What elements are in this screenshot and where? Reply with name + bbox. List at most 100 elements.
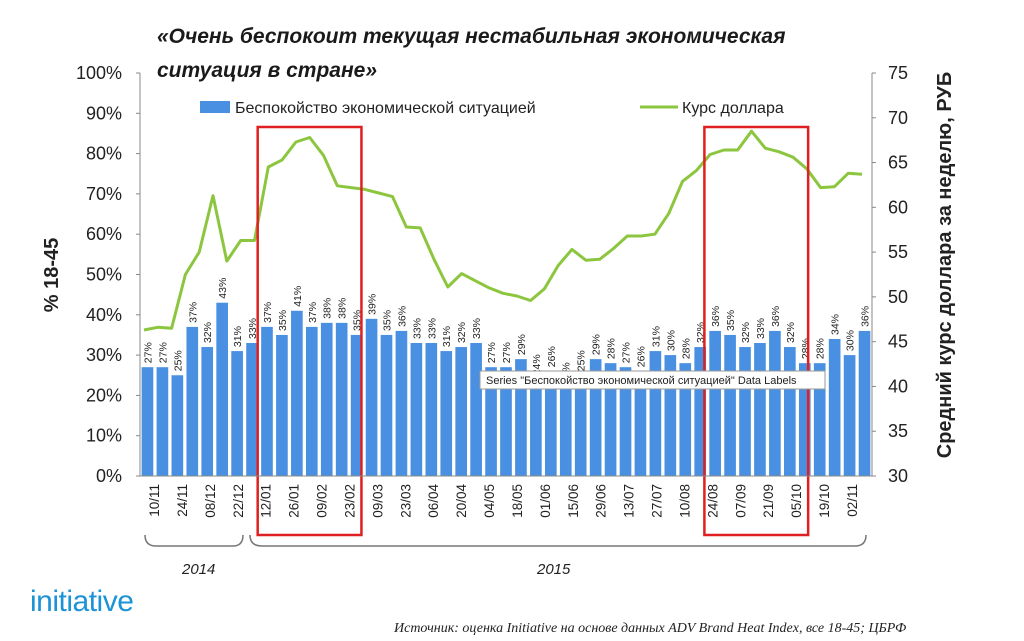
tooltip-text: Series "Беспокойство экономической ситуа…	[486, 375, 797, 387]
year-brace-2015: 2015	[249, 534, 867, 578]
bar-data-label: 38%	[322, 298, 334, 319]
bar-data-labels: 27% 27% 25%37%32%43%31% 33%37% 35%41%37% 38% 3…	[142, 278, 871, 384]
right-tick-label: 50	[888, 287, 908, 307]
bar-data-label: 29%	[591, 334, 603, 355]
legend-bar-swatch	[200, 101, 230, 113]
x-tick-label: 07/09	[733, 484, 748, 518]
bar	[858, 330, 871, 476]
bar	[141, 367, 154, 476]
x-tick-label: 12/01	[259, 484, 274, 518]
x-tick-label: 21/09	[761, 484, 776, 518]
bar-data-label: 36%	[860, 306, 872, 327]
year-label-2015: 2015	[536, 561, 571, 578]
bar-data-label: 25%	[576, 350, 588, 371]
bar-data-label: 35%	[277, 310, 289, 331]
right-tick-label: 30	[888, 466, 908, 486]
left-tick-label: 40%	[86, 305, 122, 325]
bar	[201, 347, 214, 476]
bar-data-label: 32%	[740, 322, 752, 343]
bar	[769, 330, 781, 476]
x-tick-label: 26/01	[287, 484, 302, 518]
bar	[425, 343, 438, 476]
year-label-2014: 2014	[181, 561, 215, 578]
bar	[320, 322, 333, 476]
dollar-rate-line	[143, 129, 863, 332]
x-tick-label: 05/10	[789, 484, 804, 518]
bar	[515, 359, 527, 476]
right-tick-label: 60	[888, 197, 908, 217]
bar	[156, 367, 169, 476]
bar	[574, 375, 587, 476]
bar-data-label: 28%	[606, 338, 618, 359]
bar-data-label: 38%	[337, 298, 349, 319]
left-tick-label: 20%	[86, 385, 122, 405]
bar-data-label: 32%	[202, 322, 214, 343]
right-tick-label: 75	[888, 63, 908, 83]
bar	[186, 326, 199, 476]
left-tick-label: 0%	[96, 466, 122, 486]
bar	[305, 326, 318, 476]
x-tick-label: 10/08	[677, 484, 692, 518]
bar	[246, 343, 258, 476]
bar-data-label: 26%	[635, 346, 647, 367]
x-tick-label: 02/11	[845, 484, 860, 517]
bar	[694, 347, 707, 476]
x-tick-label: 18/05	[510, 484, 525, 518]
bar-data-label: 26%	[546, 346, 558, 367]
bar-data-label: 36%	[396, 306, 408, 327]
x-tick-label: 23/03	[398, 484, 413, 518]
bar	[709, 330, 721, 476]
x-tick-label: 24/11	[175, 484, 190, 517]
bar	[171, 375, 184, 476]
bar-data-label: 37%	[262, 302, 274, 323]
x-tick-label: 20/04	[454, 484, 469, 518]
bar-data-label: 25%	[172, 350, 184, 371]
highlight-box	[256, 125, 363, 537]
bar-data-label: 39%	[367, 294, 379, 315]
bar	[440, 351, 453, 476]
left-tick-label: 100%	[76, 63, 122, 83]
bar	[365, 318, 378, 476]
bar-data-label: 30%	[845, 330, 857, 351]
left-tick-label: 80%	[86, 144, 122, 164]
x-tick-label: 08/12	[203, 484, 218, 518]
right-tick-label: 35	[888, 421, 908, 441]
x-tick-label: 09/02	[315, 484, 330, 518]
data-labels-tooltip: Series "Беспокойство экономической ситуа…	[479, 370, 826, 390]
bar-data-label: 43%	[217, 278, 229, 299]
bar	[724, 334, 736, 476]
x-tick-label: 06/04	[426, 484, 441, 518]
bar-data-label: 27%	[486, 342, 498, 363]
highlight-boxes	[256, 125, 810, 537]
bar-data-label: 31%	[650, 326, 662, 347]
source-note: Источник: оценка Initiative на основе да…	[393, 621, 906, 636]
legend-line-label: Курс доллара	[682, 100, 784, 117]
left-axis-ticks: 0% 10% 20% 30% 40% 50% 60% 70% 80% 90% 100%	[76, 63, 140, 486]
bar	[664, 355, 677, 476]
right-axis-ticks: 30 35 40 45 50 55 60 65 70 75	[872, 63, 908, 486]
bar-data-label: 28%	[815, 338, 827, 359]
bar-data-label: 30%	[665, 330, 677, 351]
bar	[291, 310, 303, 476]
bar	[410, 343, 423, 476]
bar	[231, 351, 243, 476]
bar-data-label: 41%	[292, 286, 304, 307]
x-tick-label: 13/07	[622, 484, 637, 518]
bar-data-label: 33%	[755, 318, 767, 339]
bar	[843, 355, 856, 476]
bar-data-label: 32%	[785, 322, 797, 343]
bar-data-label: 36%	[710, 306, 722, 327]
bar-data-label: 28%	[800, 338, 812, 359]
bar-data-label: 31%	[441, 326, 453, 347]
bar-data-label: 35%	[381, 310, 393, 331]
left-tick-label: 90%	[86, 103, 122, 123]
bar-data-label: 27%	[621, 342, 633, 363]
x-tick-label: 10/11	[147, 484, 162, 517]
bar	[485, 367, 497, 476]
highlight-box	[703, 125, 810, 537]
bar-data-label: 33%	[411, 318, 423, 339]
left-tick-label: 50%	[86, 265, 122, 285]
bar	[559, 387, 572, 476]
bar-data-label: 32%	[456, 322, 468, 343]
right-tick-label: 45	[888, 332, 908, 352]
